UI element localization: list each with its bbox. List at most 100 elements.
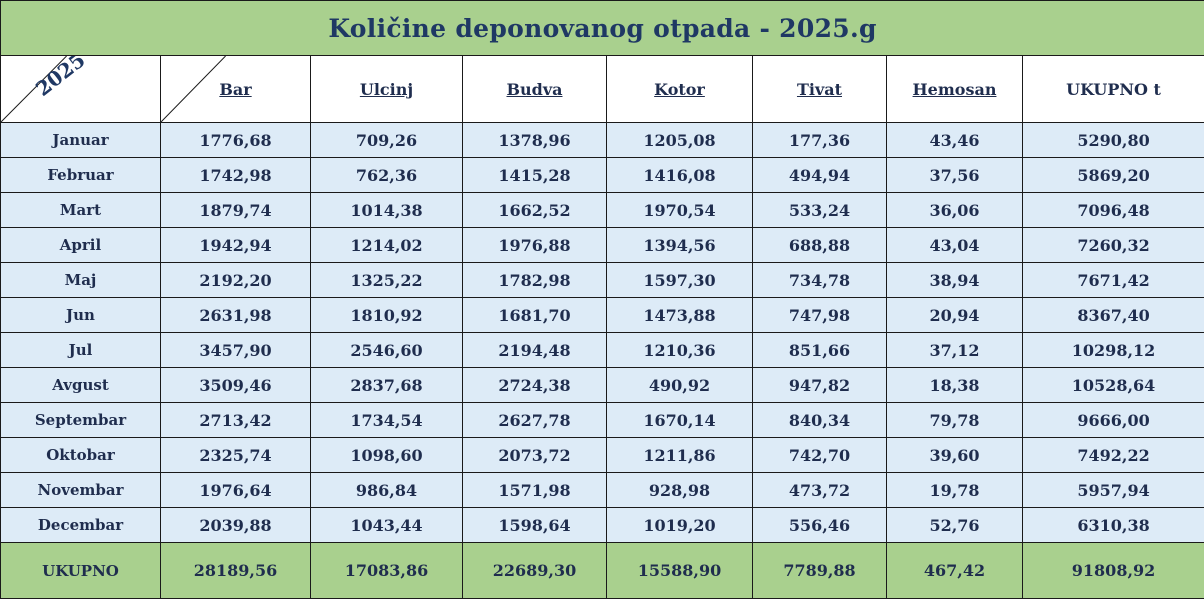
value-cell: 2713,42 [161, 403, 311, 438]
column-header-ulcinj: Ulcinj [311, 56, 463, 123]
month-label: Septembar [1, 403, 161, 438]
column-header-budva: Budva [463, 56, 607, 123]
value-cell: 1970,54 [607, 193, 753, 228]
value-cell: 39,60 [887, 438, 1023, 473]
value-cell: 533,24 [753, 193, 887, 228]
value-cell: 747,98 [753, 298, 887, 333]
value-cell: 38,94 [887, 263, 1023, 298]
row-total-cell: 8367,40 [1023, 298, 1204, 333]
value-cell: 177,36 [753, 123, 887, 158]
row-total-cell: 7671,42 [1023, 263, 1204, 298]
month-label: Avgust [1, 368, 161, 403]
column-header-hemosan: Hemosan [887, 56, 1023, 123]
month-label: Novembar [1, 473, 161, 508]
column-total-cell: 15588,90 [607, 543, 753, 599]
month-label: Jul [1, 333, 161, 368]
month-label: Maj [1, 263, 161, 298]
column-total-cell: 28189,56 [161, 543, 311, 599]
value-cell: 79,78 [887, 403, 1023, 438]
value-cell: 1210,36 [607, 333, 753, 368]
value-cell: 1598,64 [463, 508, 607, 543]
value-cell: 1942,94 [161, 228, 311, 263]
value-cell: 742,70 [753, 438, 887, 473]
column-total-cell: 17083,86 [311, 543, 463, 599]
row-total-cell: 6310,38 [1023, 508, 1204, 543]
value-cell: 2631,98 [161, 298, 311, 333]
column-header-label: Hemosan [913, 80, 997, 99]
value-cell: 2325,74 [161, 438, 311, 473]
value-cell: 1681,70 [463, 298, 607, 333]
value-cell: 1043,44 [311, 508, 463, 543]
value-cell: 1473,88 [607, 298, 753, 333]
column-header-label: Budva [506, 80, 562, 99]
value-cell: 1325,22 [311, 263, 463, 298]
value-cell: 1394,56 [607, 228, 753, 263]
value-cell: 2837,68 [311, 368, 463, 403]
row-total-cell: 10298,12 [1023, 333, 1204, 368]
value-cell: 490,92 [607, 368, 753, 403]
value-cell: 1416,08 [607, 158, 753, 193]
value-cell: 1879,74 [161, 193, 311, 228]
value-cell: 494,94 [753, 158, 887, 193]
value-cell: 1662,52 [463, 193, 607, 228]
value-cell: 1734,54 [311, 403, 463, 438]
column-header-tivat: Tivat [753, 56, 887, 123]
month-label: Decembar [1, 508, 161, 543]
table-title: Količine deponovanog otpada - 2025.g [1, 1, 1204, 56]
value-cell: 1597,30 [607, 263, 753, 298]
value-cell: 1098,60 [311, 438, 463, 473]
value-cell: 20,94 [887, 298, 1023, 333]
value-cell: 2627,78 [463, 403, 607, 438]
value-cell: 37,12 [887, 333, 1023, 368]
value-cell: 688,88 [753, 228, 887, 263]
value-cell: 2546,60 [311, 333, 463, 368]
value-cell: 1571,98 [463, 473, 607, 508]
value-cell: 1019,20 [607, 508, 753, 543]
row-total-cell: 5290,80 [1023, 123, 1204, 158]
value-cell: 473,72 [753, 473, 887, 508]
value-cell: 2724,38 [463, 368, 607, 403]
column-header-label: Ulcinj [360, 80, 413, 99]
column-header-kotor: Kotor [607, 56, 753, 123]
column-total-cell: 467,42 [887, 543, 1023, 599]
value-cell: 43,46 [887, 123, 1023, 158]
month-label: Februar [1, 158, 161, 193]
row-total-cell: 9666,00 [1023, 403, 1204, 438]
value-cell: 2039,88 [161, 508, 311, 543]
row-total-cell: 7096,48 [1023, 193, 1204, 228]
value-cell: 19,78 [887, 473, 1023, 508]
month-label: Jun [1, 298, 161, 333]
value-cell: 2192,20 [161, 263, 311, 298]
value-cell: 762,36 [311, 158, 463, 193]
value-cell: 52,76 [887, 508, 1023, 543]
value-cell: 947,82 [753, 368, 887, 403]
value-cell: 1976,88 [463, 228, 607, 263]
totals-label: UKUPNO [1, 543, 161, 599]
value-cell: 1782,98 [463, 263, 607, 298]
row-total-cell: 5869,20 [1023, 158, 1204, 193]
value-cell: 43,04 [887, 228, 1023, 263]
value-cell: 1670,14 [607, 403, 753, 438]
value-cell: 556,46 [753, 508, 887, 543]
value-cell: 1014,38 [311, 193, 463, 228]
value-cell: 1378,96 [463, 123, 607, 158]
value-cell: 3509,46 [161, 368, 311, 403]
value-cell: 1776,68 [161, 123, 311, 158]
value-cell: 840,34 [753, 403, 887, 438]
month-label: Mart [1, 193, 161, 228]
column-header-label: Kotor [654, 80, 705, 99]
grand-total-cell: 91808,92 [1023, 543, 1204, 599]
value-cell: 2194,48 [463, 333, 607, 368]
value-cell: 36,06 [887, 193, 1023, 228]
value-cell: 2073,72 [463, 438, 607, 473]
value-cell: 1205,08 [607, 123, 753, 158]
